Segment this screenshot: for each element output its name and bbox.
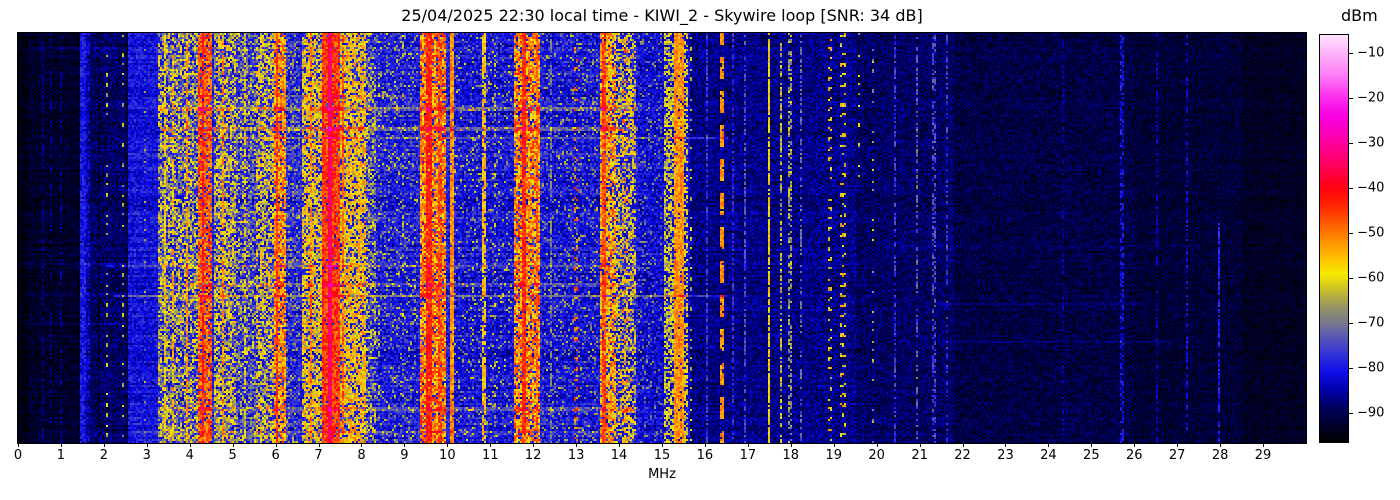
x-tick-label: 8	[357, 448, 366, 463]
x-tick-label: 28	[1211, 448, 1229, 463]
x-tick-label: 20	[868, 448, 885, 463]
colorbar-tick-label: −50	[1357, 225, 1385, 241]
x-tick-mark	[1263, 443, 1265, 447]
x-tick-label: 26	[1125, 448, 1143, 463]
colorbar	[1319, 34, 1349, 443]
x-tick-mark	[318, 443, 320, 447]
colorbar-tick-label: −20	[1357, 90, 1385, 106]
x-tick-label: 23	[997, 448, 1014, 463]
x-tick-label: 2	[99, 448, 108, 463]
x-tick-mark	[275, 443, 277, 447]
x-tick-label: 3	[142, 448, 151, 463]
x-tick-mark	[447, 443, 449, 447]
x-tick-label: 18	[782, 448, 800, 463]
x-tick-label: 7	[314, 448, 323, 463]
x-tick-label: 5	[228, 448, 237, 463]
colorbar-tick-mark	[1348, 142, 1353, 144]
x-tick-label: 17	[739, 448, 757, 463]
colorbar-unit-label: dBm	[1341, 6, 1378, 25]
x-tick-label: 25	[1083, 448, 1100, 463]
x-tick-mark	[576, 443, 578, 447]
colorbar-tick-label: −90	[1357, 405, 1385, 421]
x-tick-mark	[790, 443, 792, 447]
colorbar-tick-mark	[1348, 97, 1353, 99]
x-tick-mark	[1220, 443, 1222, 447]
x-tick-mark	[919, 443, 921, 447]
x-tick-label: 22	[954, 448, 971, 463]
colorbar-tick-mark	[1348, 232, 1353, 234]
x-tick-label: 10	[439, 448, 456, 463]
x-tick-label: 27	[1168, 448, 1186, 463]
x-tick-label: 4	[185, 448, 194, 463]
colorbar-tick-mark	[1348, 52, 1353, 54]
x-tick-label: 24	[1040, 448, 1057, 463]
colorbar-tick-mark	[1348, 412, 1353, 414]
x-tick-label: 9	[400, 448, 409, 463]
x-tick-mark	[146, 443, 148, 447]
colorbar-tick-label: −10	[1357, 45, 1385, 61]
x-tick-label: 12	[524, 448, 542, 463]
waterfall-plot	[17, 32, 1307, 444]
x-tick-mark	[232, 443, 234, 447]
x-tick-mark	[189, 443, 191, 447]
x-tick-mark	[1134, 443, 1136, 447]
x-tick-mark	[619, 443, 621, 447]
x-tick-label: 29	[1254, 448, 1272, 463]
x-tick-label: 19	[825, 448, 842, 463]
colorbar-tick-label: −30	[1357, 135, 1385, 151]
chart-title: 25/04/2025 22:30 local time - KIWI_2 - S…	[401, 6, 923, 25]
x-tick-mark	[876, 443, 878, 447]
x-tick-mark	[490, 443, 492, 447]
x-tick-label: 21	[911, 448, 928, 463]
x-tick-mark	[103, 443, 105, 447]
colorbar-gradient	[1320, 35, 1348, 442]
x-tick-mark	[704, 443, 706, 447]
colorbar-tick-label: −80	[1357, 360, 1385, 376]
x-tick-label: 14	[610, 448, 628, 463]
colorbar-tick-mark	[1348, 322, 1353, 324]
x-tick-mark	[533, 443, 535, 447]
x-tick-mark	[833, 443, 835, 447]
x-axis-label: MHz	[648, 467, 676, 482]
x-tick-label: 15	[653, 448, 671, 463]
x-tick-label: 11	[481, 448, 499, 463]
x-tick-mark	[1091, 443, 1093, 447]
x-tick-mark	[1177, 443, 1179, 447]
x-tick-mark	[404, 443, 406, 447]
colorbar-tick-label: −40	[1357, 180, 1385, 196]
x-tick-label: 16	[696, 448, 714, 463]
x-tick-mark	[1005, 443, 1007, 447]
colorbar-tick-mark	[1348, 277, 1353, 279]
x-tick-mark	[361, 443, 363, 447]
x-tick-mark	[662, 443, 663, 447]
colorbar-tick-label: −60	[1357, 270, 1385, 286]
waterfall-heatmap-canvas	[18, 33, 1306, 443]
x-tick-mark	[962, 443, 964, 447]
colorbar-tick-label: −70	[1357, 315, 1385, 331]
x-tick-mark	[60, 443, 62, 447]
x-tick-mark	[1048, 443, 1050, 447]
x-tick-label: 0	[13, 448, 23, 463]
x-tick-label: 13	[567, 448, 585, 463]
x-tick-mark	[18, 443, 19, 447]
x-tick-label: 6	[271, 448, 280, 463]
x-tick-label: 1	[56, 448, 66, 463]
colorbar-tick-mark	[1348, 187, 1353, 189]
x-tick-mark	[747, 443, 749, 447]
colorbar-tick-mark	[1348, 367, 1353, 369]
